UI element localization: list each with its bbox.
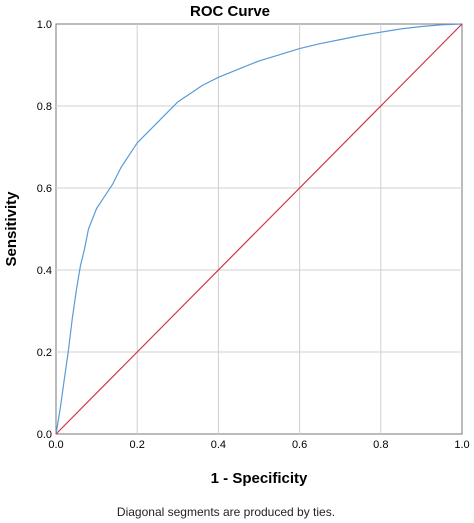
footnote: Diagonal segments are produced by ties. — [117, 505, 335, 519]
y-axis-label: Sensitivity — [3, 191, 20, 267]
roc-curve-line — [55, 23, 463, 435]
x-tick-label: 1.0 — [454, 439, 469, 451]
tick-labels: 0.0 0.2 0.4 0.6 0.8 1.0 0.0 0.2 0.4 0.6 0.8 1.0 — [37, 19, 470, 451]
y-tick-label: 0.0 — [37, 429, 52, 441]
y-tick-label: 0.2 — [37, 347, 52, 359]
chart-title: ROC Curve — [190, 3, 270, 20]
x-tick-label: 0.8 — [373, 439, 388, 451]
y-tick-label: 0.6 — [37, 183, 52, 195]
x-axis-label: 1 - Specificity — [211, 470, 308, 487]
y-tick-label: 0.4 — [37, 265, 52, 277]
series-lines — [55, 23, 463, 435]
reference-diagonal-line — [55, 23, 463, 435]
x-tick-label: 0.4 — [211, 439, 226, 451]
x-tick-label: 0.0 — [48, 439, 63, 451]
y-tick-label: 1.0 — [37, 19, 52, 31]
x-tick-label: 0.6 — [292, 439, 307, 451]
y-tick-label: 0.8 — [37, 101, 52, 113]
x-tick-label: 0.2 — [130, 439, 145, 451]
grid-lines — [56, 24, 462, 434]
